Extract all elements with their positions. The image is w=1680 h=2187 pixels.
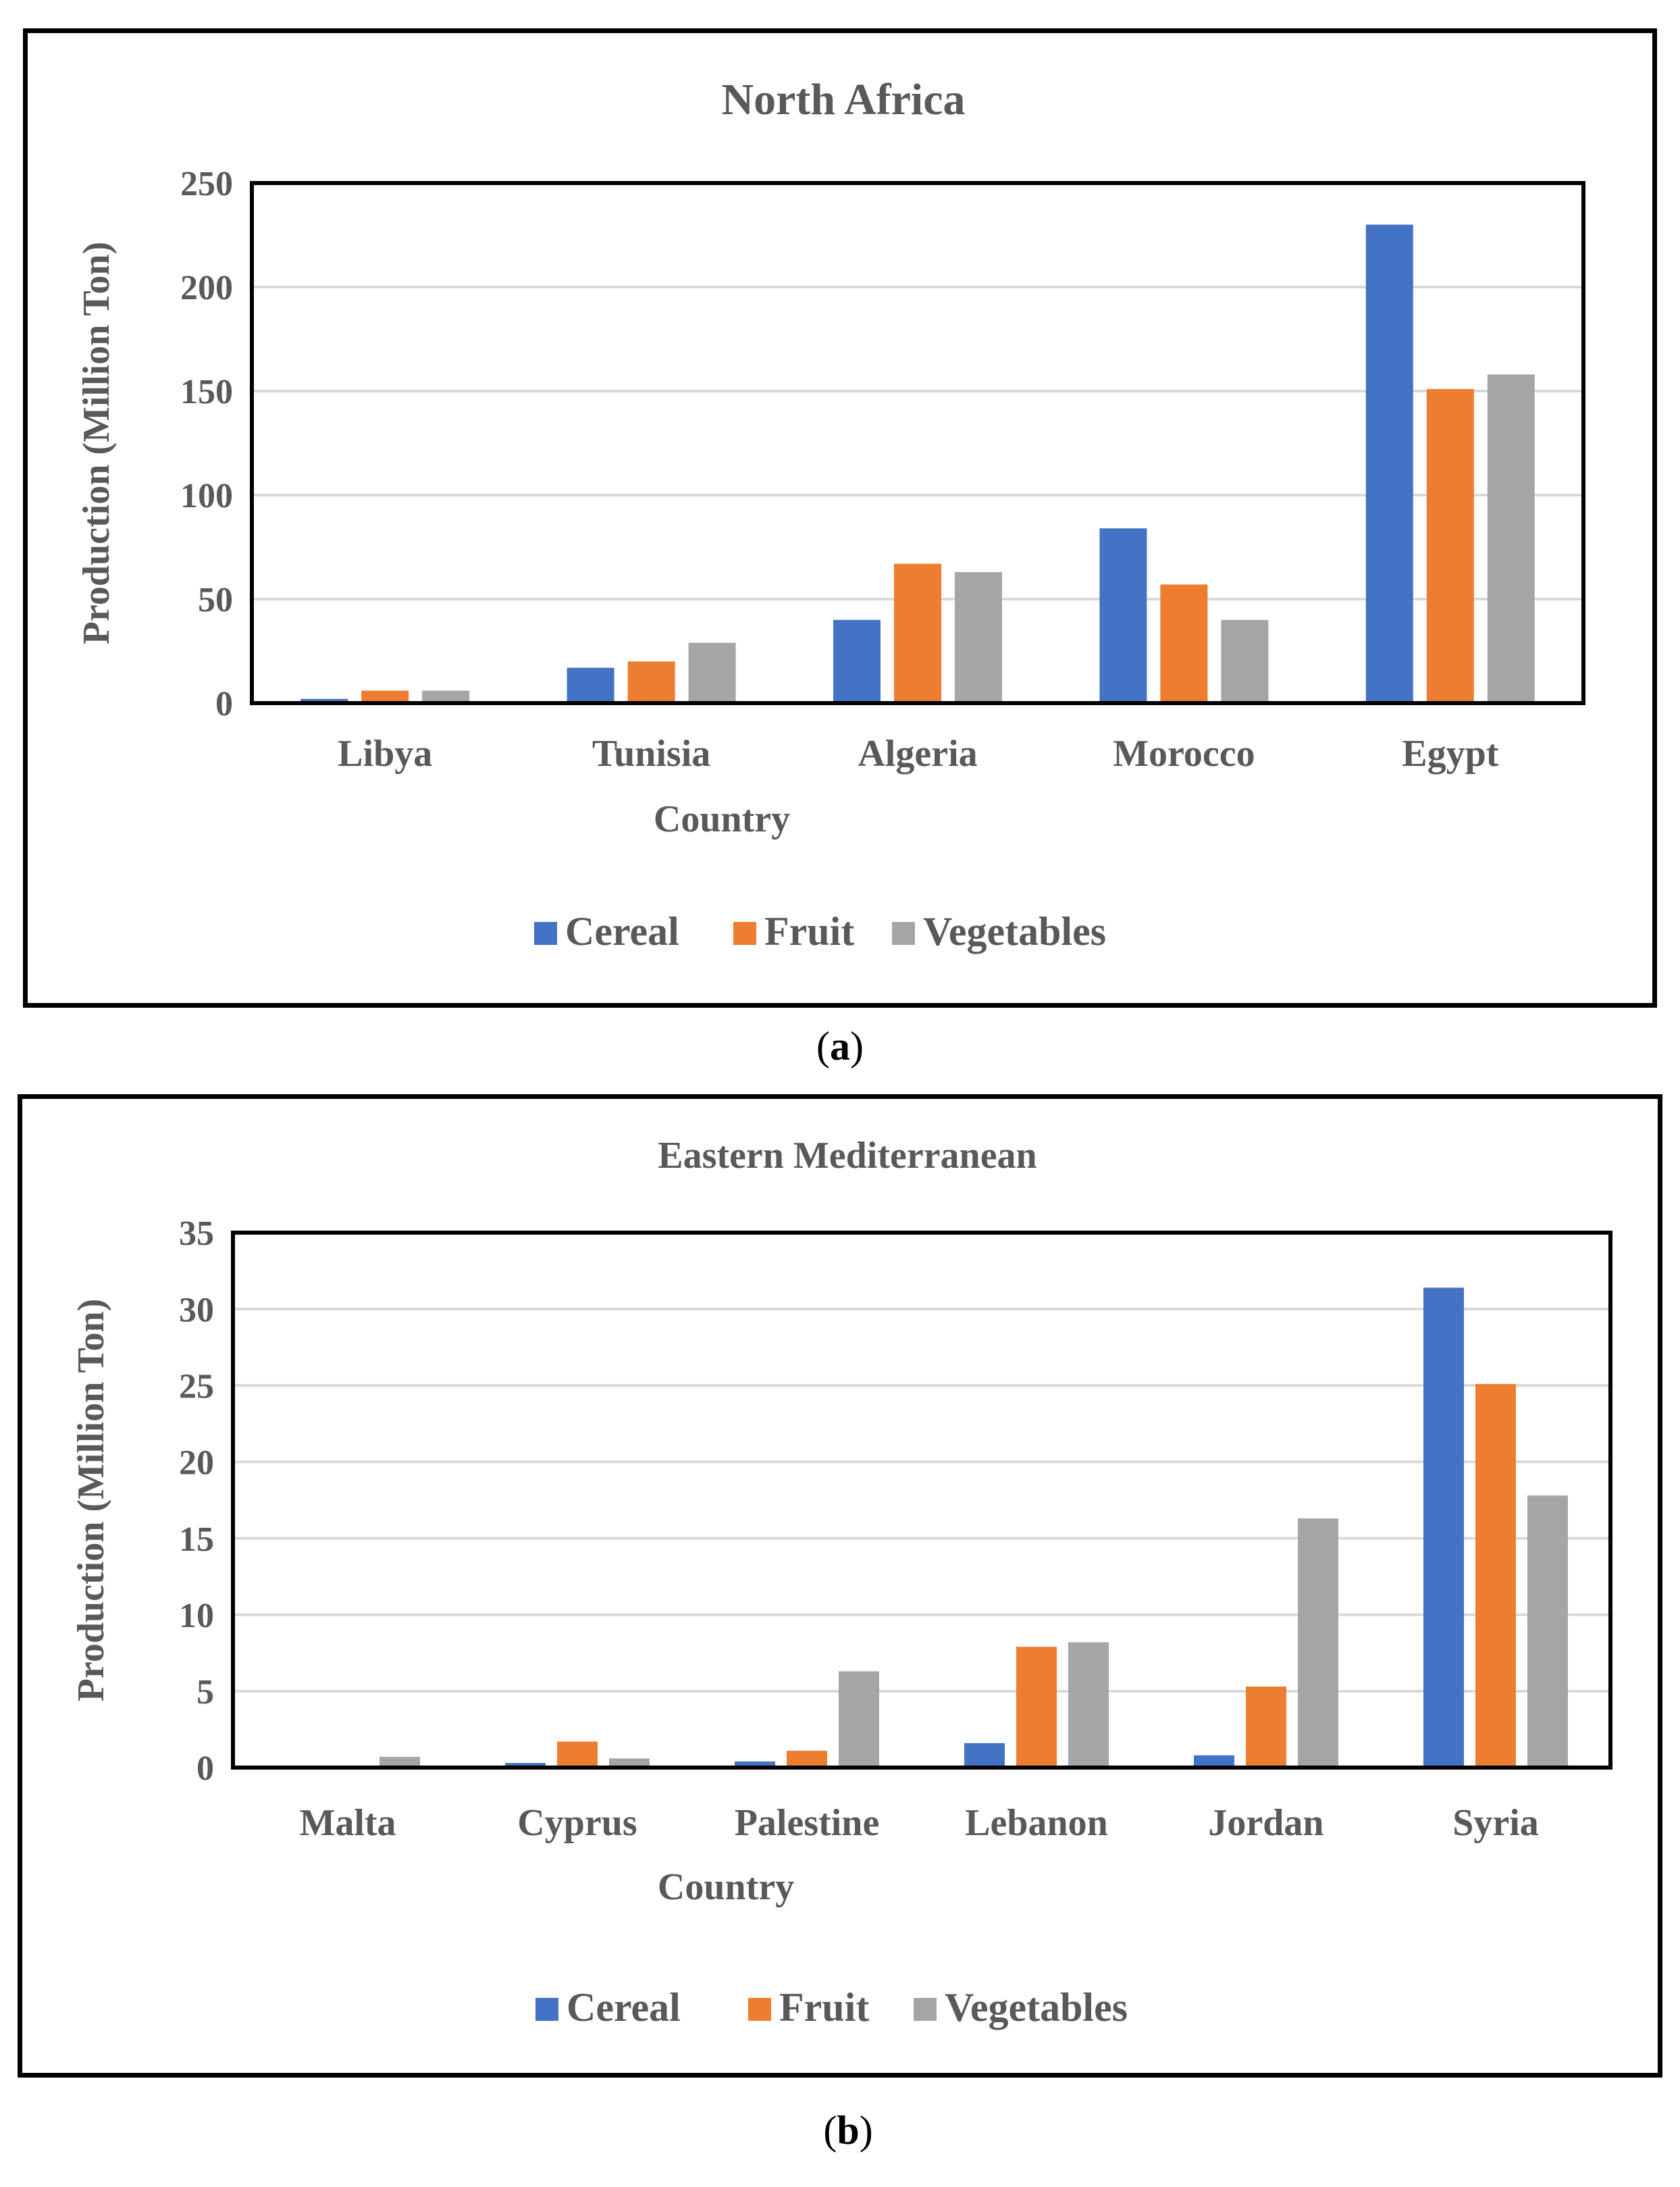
legend-label-vegetables: Vegetables [923, 909, 1106, 954]
chart-north-africa: North Africa 0 50 100 150 200 250 Libya Tunisia A… [76, 75, 1585, 954]
bar-cereal-jordan [1194, 1755, 1234, 1768]
x-tick-label: Libya [338, 733, 432, 775]
x-tick-label: Syria [1452, 1802, 1539, 1844]
chart-title: North Africa [721, 75, 965, 124]
legend-swatch-vegetables [914, 1998, 937, 2021]
bar-vegetables-morocco [1221, 619, 1269, 703]
bar-cereal-cyprus [505, 1763, 546, 1768]
bar-vegetables-lebanon [1068, 1642, 1109, 1768]
bar-vegetables-algeria [955, 571, 1002, 703]
bar-vegetables-egypt [1487, 374, 1535, 703]
bar-vegetables-malta [379, 1757, 420, 1768]
x-tick-label: Morocco [1113, 733, 1255, 775]
bar-fruit-egypt [1426, 388, 1474, 703]
legend-label-cereal: Cereal [567, 1985, 681, 2030]
x-tick-label: Egypt [1402, 733, 1498, 775]
y-tick-label: 30 [179, 1291, 214, 1329]
bar-cereal-morocco [1099, 528, 1147, 703]
bar-fruit-libya [361, 690, 409, 703]
y-tick-label: 150 [180, 373, 233, 411]
x-axis-label: Country [654, 798, 790, 840]
bar-cereal-palestine [735, 1761, 775, 1768]
y-tick-label: 100 [180, 477, 233, 515]
bar-cereal-egypt [1365, 224, 1413, 704]
y-tick-label: 35 [179, 1214, 214, 1253]
x-tick-label: Tunisia [592, 733, 710, 775]
bar-fruit-syria [1475, 1384, 1516, 1768]
bar-vegetables-syria [1527, 1495, 1568, 1768]
bar-fruit-jordan [1246, 1687, 1286, 1768]
y-tick-label: 10 [179, 1597, 214, 1635]
legend-swatch-vegetables [892, 922, 915, 945]
bar-cereal-syria [1423, 1287, 1464, 1768]
legend-swatch-fruit [733, 922, 756, 945]
bar-cereal-lebanon [964, 1743, 1005, 1768]
caption-a-letter: a [830, 1024, 850, 1069]
legend-label-cereal: Cereal [565, 909, 679, 954]
legend-swatch-cereal [535, 1998, 558, 2021]
bar-fruit-cyprus [557, 1741, 598, 1768]
y-tick-label: 5 [196, 1673, 214, 1712]
chart-title: Eastern Mediterranean [658, 1135, 1036, 1177]
legend-label-fruit: Fruit [764, 909, 854, 954]
bar-vegetables-jordan [1298, 1518, 1338, 1768]
bar-vegetables-cyprus [609, 1758, 650, 1768]
bar-vegetables-tunisia [688, 642, 736, 703]
legend-label-fruit: Fruit [779, 1985, 869, 2030]
bar-vegetables-palestine [839, 1671, 879, 1768]
x-tick-label: Lebanon [965, 1802, 1108, 1844]
bar-vegetables-libya [422, 690, 470, 703]
caption-b-letter: b [837, 2108, 860, 2153]
y-tick-label: 15 [179, 1520, 214, 1559]
y-axis-label: Production (Million Ton) [76, 242, 117, 644]
y-tick-label: 25 [179, 1367, 214, 1406]
plot-area-frame [250, 181, 1585, 705]
x-tick-label: Malta [299, 1802, 396, 1844]
bar-cereal-tunisia [567, 667, 614, 703]
y-tick-label: 200 [180, 269, 233, 307]
caption-b: (b) [823, 2108, 873, 2153]
legend-swatch-fruit [748, 1998, 771, 2021]
y-axis-label: Production (Million Ton) [70, 1299, 112, 1701]
chart-panel-north-africa: North Africa 0 50 100 150 200 250 Libya Tunisia A… [23, 28, 1657, 1008]
bar-fruit-algeria [894, 563, 941, 703]
x-tick-label: Algeria [858, 733, 977, 775]
bar-fruit-lebanon [1016, 1647, 1057, 1768]
y-tick-label: 0 [196, 1749, 214, 1788]
bar-fruit-morocco [1160, 584, 1208, 703]
y-tick-label: 0 [215, 685, 233, 723]
legend-label-vegetables: Vegetables [945, 1985, 1128, 2030]
plot-area-frame [231, 1231, 1612, 1770]
y-tick-label: 20 [179, 1444, 214, 1483]
bar-cereal-libya [300, 698, 348, 703]
x-tick-label: Jordan [1208, 1802, 1323, 1844]
x-tick-label: Palestine [735, 1802, 880, 1844]
y-tick-label: 50 [198, 581, 233, 619]
chart-eastern-mediterranean: Eastern Mediterranean 0 5 10 15 20 25 30 35 Malta… [70, 1135, 1612, 2030]
x-axis-label: Country [658, 1866, 794, 1908]
bar-fruit-tunisia [627, 661, 675, 703]
chart-panel-eastern-mediterranean: Eastern Mediterranean 0 5 10 15 20 25 30 35 Malta… [18, 1094, 1662, 2078]
x-tick-label: Cyprus [517, 1802, 637, 1844]
y-tick-label: 250 [180, 165, 233, 203]
legend-swatch-cereal [534, 922, 557, 945]
caption-a: (a) [816, 1024, 864, 1069]
bar-cereal-algeria [833, 619, 881, 703]
bar-fruit-palestine [787, 1751, 827, 1768]
